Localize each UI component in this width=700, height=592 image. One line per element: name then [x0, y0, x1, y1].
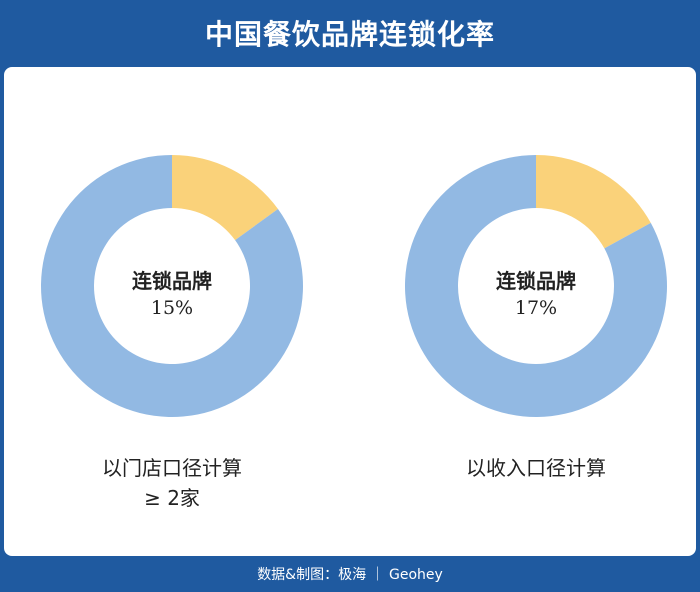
- donut-2-slice-2: [404, 155, 667, 417]
- donut-charts-svg: [40, 155, 667, 417]
- donut-2-center-value: 17%: [514, 297, 558, 319]
- donut-2-slice-1: [536, 155, 651, 249]
- donut-1-caption: 以门店口径计算 ≥ 2家: [102, 456, 242, 510]
- donut-1-center-label: 连锁品牌: [132, 269, 212, 293]
- chart-panel: 连锁品牌 15% 连锁品牌 17% 以门店口径计算 ≥ 2家 以收入口径计算: [4, 67, 696, 556]
- footer-credit: 数据&制图：极海 ｜ Geohey: [257, 567, 443, 583]
- donut-1-slice-2: [40, 155, 303, 417]
- donut-1-slice-1: [172, 155, 278, 241]
- chart-title: 中国餐饮品牌连锁化率: [204, 18, 495, 51]
- donut-2-center-label: 连锁品牌: [496, 269, 576, 293]
- donut-1-center-value: 15%: [150, 297, 194, 319]
- donut-2-caption: 以收入口径计算: [466, 456, 606, 480]
